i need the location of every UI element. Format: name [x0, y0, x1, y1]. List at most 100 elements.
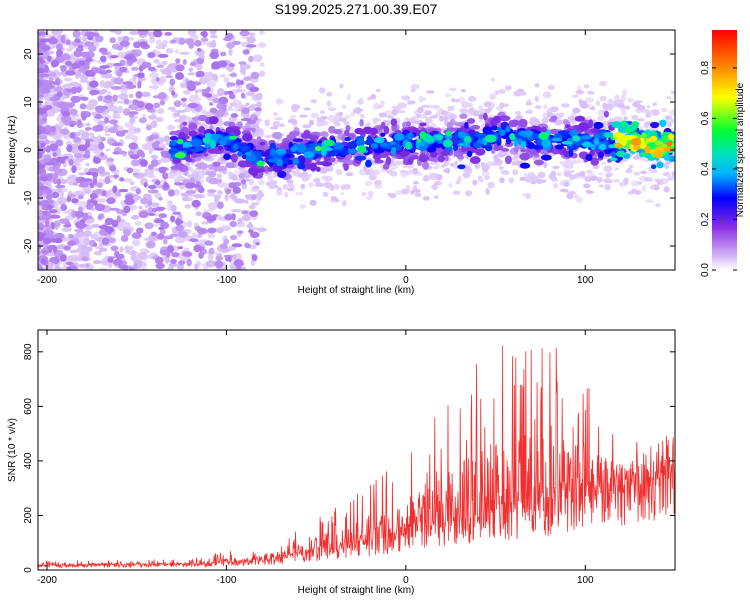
heatmap-blob	[119, 40, 130, 47]
heatmap-blob	[170, 39, 177, 43]
heatmap-blob	[43, 211, 48, 216]
heatmap-blob	[444, 93, 452, 98]
heatmap-blob	[210, 140, 216, 149]
heatmap-blob	[45, 183, 52, 187]
heatmap-blob	[454, 160, 458, 166]
heatmap-blob	[97, 215, 102, 220]
heatmap-blob	[38, 108, 47, 115]
heatmap-blob	[614, 143, 623, 148]
heatmap-blob	[292, 138, 304, 143]
heatmap-blob	[636, 181, 643, 185]
heatmap-blob	[603, 110, 610, 118]
heatmap-blob	[145, 125, 152, 131]
heatmap-blob	[182, 121, 187, 126]
heatmap-blob	[123, 98, 130, 105]
heatmap-blob	[117, 105, 123, 114]
heatmap-blob	[437, 155, 445, 163]
heatmap-blob	[250, 71, 260, 80]
heatmap-blob	[279, 123, 285, 128]
heatmap-blob	[220, 248, 231, 253]
heatmap-blob	[214, 197, 219, 203]
heatmap-blob	[65, 39, 71, 46]
heatmap-blob	[194, 40, 202, 47]
heatmap-blob	[98, 247, 108, 252]
heatmap-blob	[136, 227, 144, 234]
heatmap-blob	[85, 171, 94, 176]
y-tick-label: 800	[23, 343, 34, 360]
heatmap-blob	[429, 151, 438, 158]
heatmap-blob	[119, 66, 128, 73]
heatmap-blob	[229, 73, 238, 77]
heatmap-blob	[125, 84, 137, 89]
heatmap-blob	[541, 138, 551, 147]
heatmap-blob	[656, 161, 664, 169]
heatmap-blob	[254, 107, 262, 112]
heatmap-blob	[187, 72, 196, 76]
heatmap-blob	[336, 171, 343, 175]
heatmap-blob	[78, 172, 86, 176]
heatmap-blob	[49, 209, 58, 214]
heatmap-blob	[108, 119, 119, 125]
heatmap-blob	[664, 163, 670, 170]
heatmap-blob	[604, 184, 611, 191]
heatmap-blob	[38, 189, 44, 197]
heatmap-blob	[386, 169, 393, 174]
heatmap-blob	[135, 91, 143, 99]
heatmap-blob	[147, 174, 157, 178]
heatmap-blob	[129, 31, 141, 35]
heatmap-blob	[131, 159, 140, 167]
heatmap-blob	[471, 125, 480, 130]
heatmap-blob	[233, 129, 241, 136]
heatmap-blob	[83, 237, 90, 246]
heatmap-blob	[138, 205, 143, 210]
heatmap-blob	[194, 263, 199, 270]
heatmap-blob	[113, 123, 119, 128]
heatmap-blob	[110, 55, 119, 59]
snr-xlabel: Height of straight line (km)	[298, 585, 415, 596]
heatmap-blob	[666, 141, 672, 147]
heatmap-blob	[57, 168, 63, 174]
heatmap-blob	[426, 135, 433, 142]
heatmap-blob	[42, 158, 53, 163]
heatmap-blob	[249, 86, 260, 93]
heatmap-blob	[653, 184, 660, 191]
heatmap-blob	[330, 157, 336, 162]
heatmap-blob	[270, 126, 279, 130]
heatmap-blob	[46, 205, 53, 209]
heatmap-blob	[235, 79, 242, 86]
heatmap-blob	[38, 68, 46, 74]
heatmap-blob	[244, 243, 252, 249]
heatmap-blob	[234, 198, 245, 204]
heatmap-blob	[624, 105, 631, 110]
heatmap-blob	[323, 139, 335, 147]
heatmap-blob	[196, 73, 201, 78]
heatmap-blob	[138, 251, 148, 259]
heatmap-blob	[110, 86, 122, 90]
heatmap-blob	[160, 157, 171, 163]
heatmap-blob	[40, 142, 45, 148]
heatmap-blob	[42, 238, 52, 245]
heatmap-blob	[85, 56, 93, 63]
heatmap-blob	[177, 231, 188, 238]
heatmap-blob	[65, 261, 74, 266]
heatmap-blob	[105, 148, 111, 152]
heatmap-blob	[655, 203, 661, 207]
heatmap-blob	[590, 144, 596, 151]
heatmap-blob	[217, 201, 224, 209]
heatmap-blob	[484, 108, 491, 114]
heatmap-blob	[610, 151, 616, 158]
heatmap-blob	[410, 155, 419, 160]
heatmap-blob	[667, 177, 673, 181]
heatmap-blob	[77, 195, 84, 200]
heatmap-blob	[259, 141, 266, 146]
heatmap-blob	[95, 35, 104, 43]
heatmap-blob	[198, 77, 209, 85]
heatmap-blob	[197, 170, 203, 174]
heatmap-blob	[449, 87, 457, 92]
heatmap-blob	[264, 135, 272, 139]
heatmap-blob	[275, 148, 286, 154]
heatmap-blob	[390, 157, 395, 164]
heatmap-blob	[106, 81, 114, 88]
heatmap-blob	[181, 251, 193, 257]
